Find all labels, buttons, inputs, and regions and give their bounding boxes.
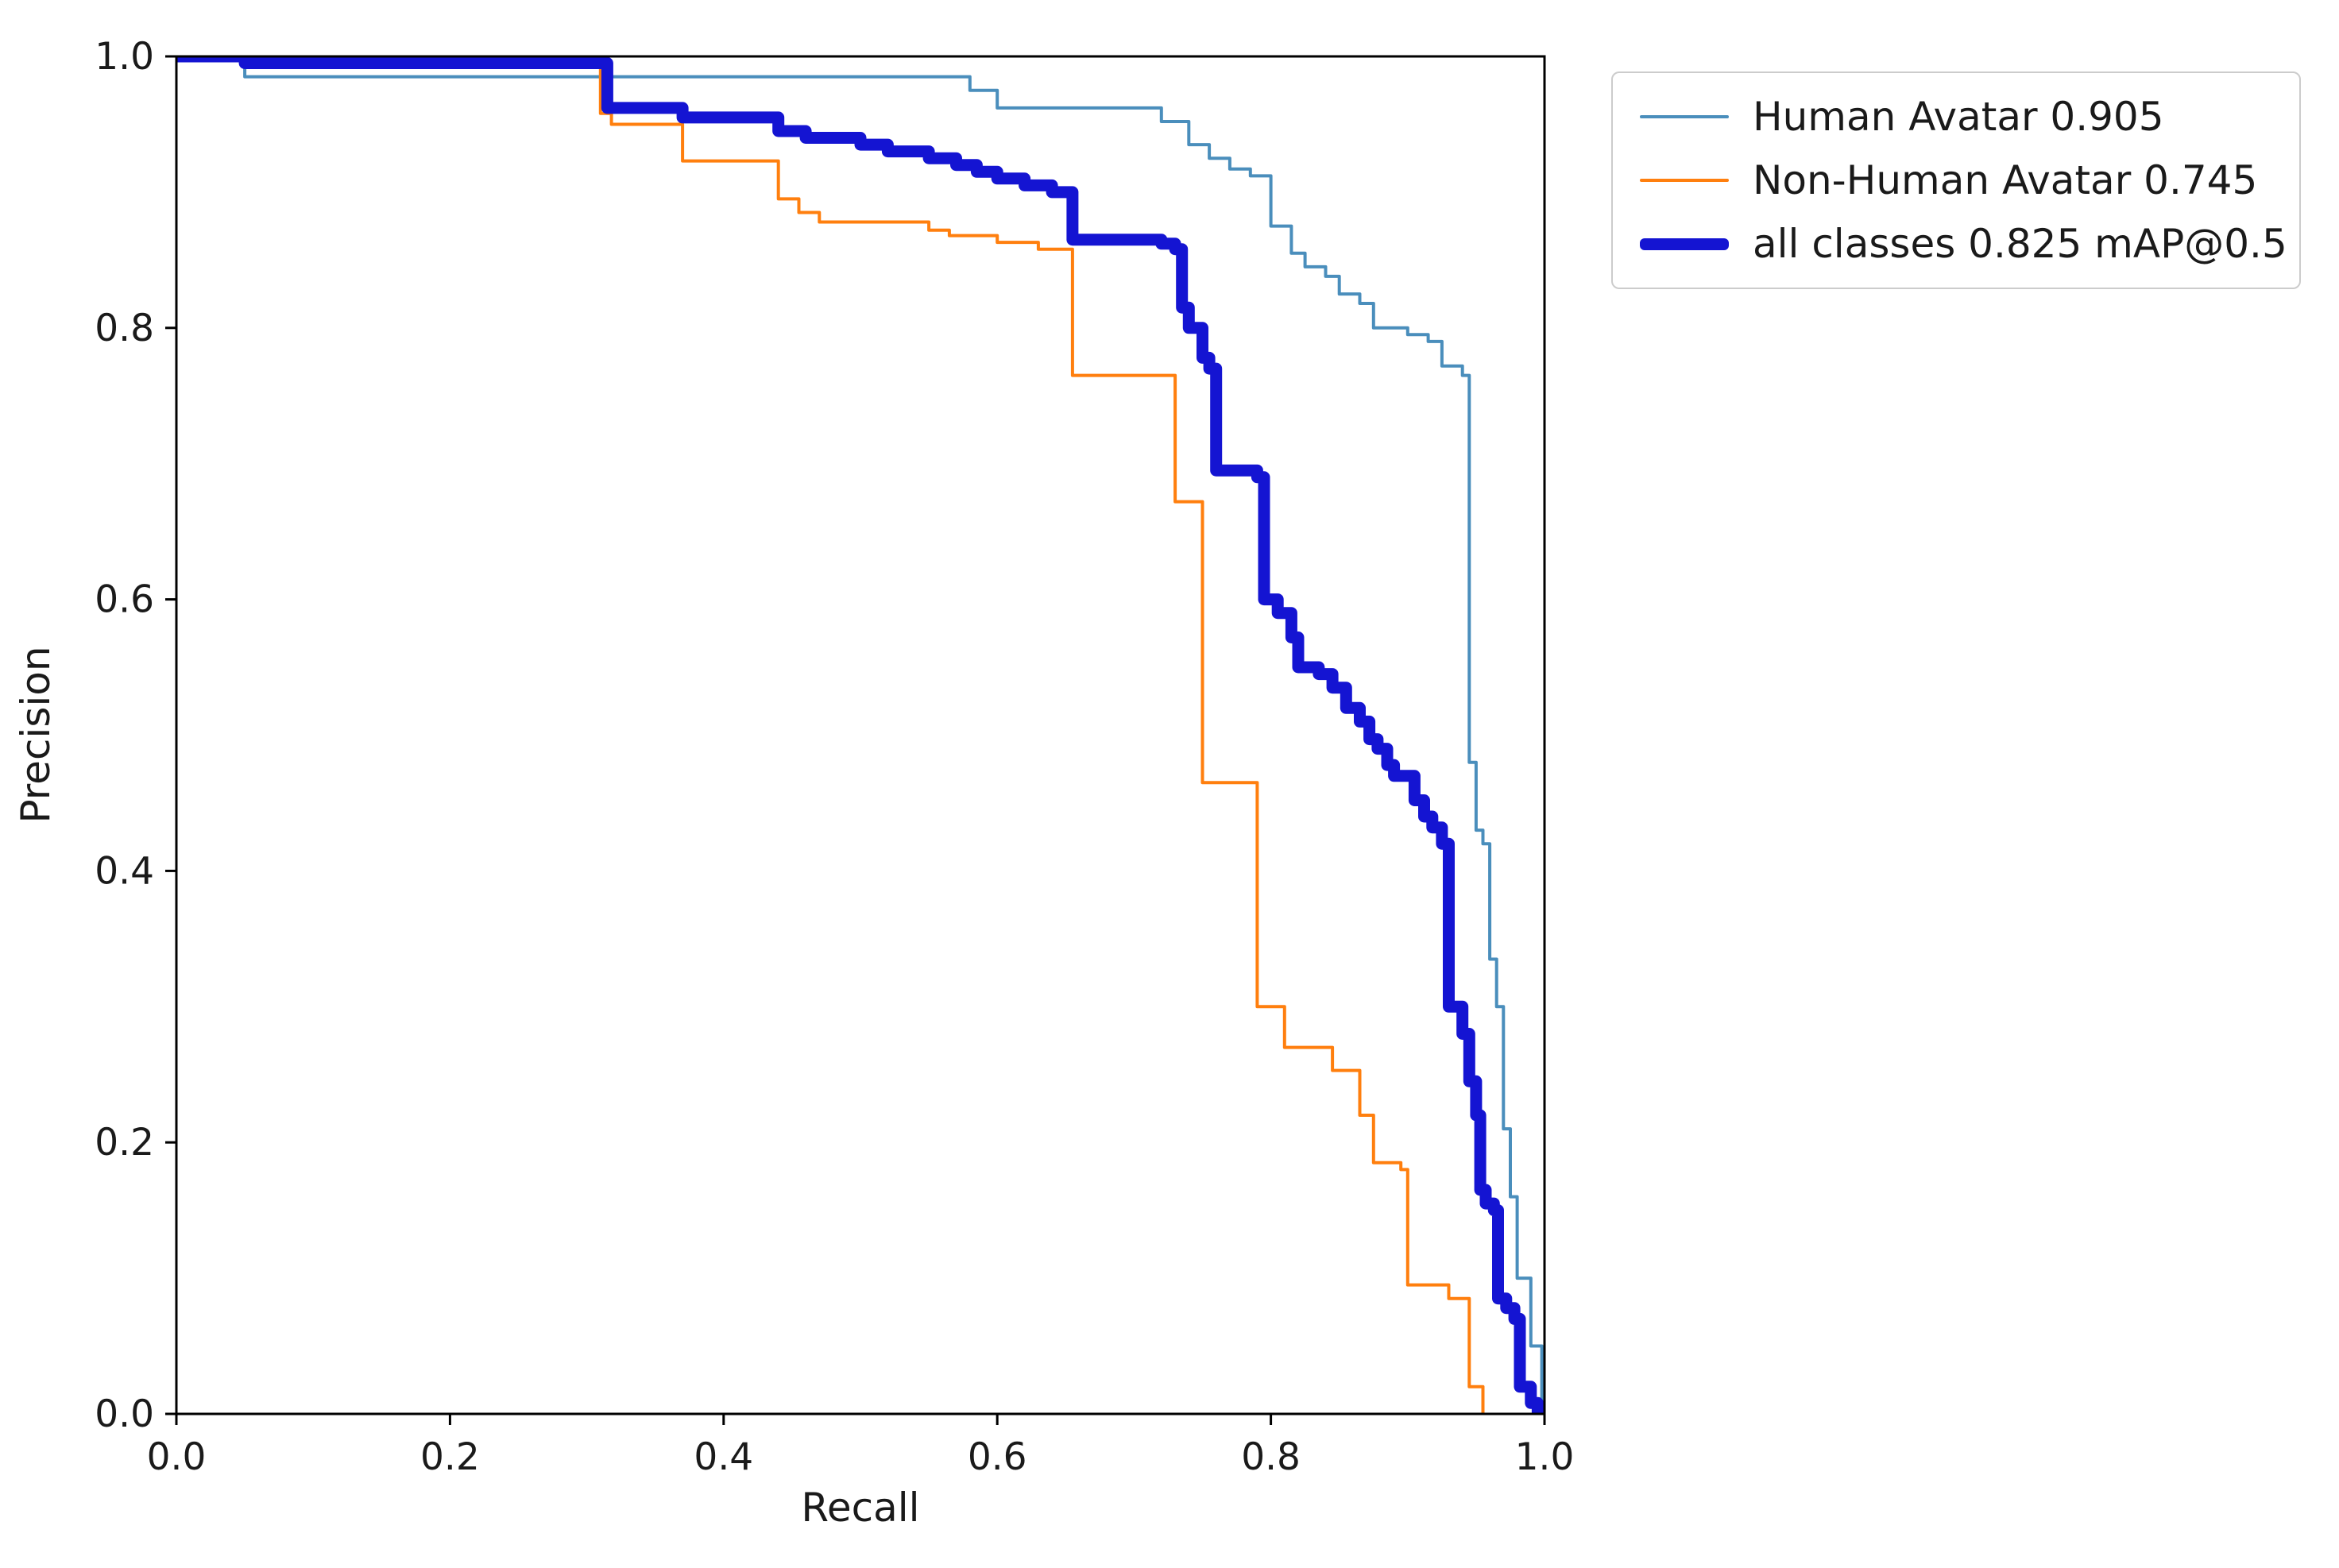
- x-tick-label: 0.4: [694, 1435, 753, 1479]
- x-axis-title: Recall: [801, 1485, 919, 1531]
- legend-item-non-human-avatar: Non-Human Avatar 0.745: [1640, 157, 2272, 203]
- y-tick-label: 0.6: [95, 578, 154, 622]
- y-tick-label: 0.8: [95, 307, 154, 350]
- all-classes-curve: [176, 56, 1544, 1414]
- y-tick-label: 1.0: [95, 35, 154, 79]
- human-avatar-curve: [176, 56, 1544, 1414]
- legend-label-human-avatar: Human Avatar 0.905: [1753, 94, 2164, 140]
- legend-item-human-avatar: Human Avatar 0.905: [1640, 94, 2272, 140]
- y-axis-title: Precision: [13, 646, 59, 823]
- legend-item-all-classes: all classes 0.825 mAP@0.5: [1640, 221, 2287, 267]
- human-avatar-line-sample: [1640, 115, 1729, 118]
- x-tick-label: 1.0: [1515, 1435, 1575, 1479]
- legend-label-all-classes: all classes 0.825 mAP@0.5: [1753, 221, 2287, 267]
- plot-area: [176, 56, 1545, 1414]
- x-tick-label: 0.0: [147, 1435, 207, 1479]
- axes-spines: [175, 55, 1546, 1415]
- y-tick-label: 0.2: [95, 1121, 154, 1164]
- y-tick-label: 0.4: [95, 849, 154, 893]
- x-tick-label: 0.8: [1241, 1435, 1301, 1479]
- all-classes-line-sample: [1640, 238, 1729, 250]
- y-tick-label: 0.0: [95, 1392, 154, 1436]
- legend-label-non-human-avatar: Non-Human Avatar 0.745: [1753, 157, 2258, 203]
- ticks-group: 0.0 0.2 0.4 0.6 0.8 1.0 0.0 0.2 0.4 0.6 0.8 1.0: [95, 35, 1574, 1479]
- non-human-avatar-curve: [176, 56, 1485, 1414]
- legend: Human Avatar 0.905 Non-Human Avatar 0.74…: [1611, 71, 2301, 289]
- non-human-avatar-line-sample: [1640, 179, 1729, 182]
- x-tick-label: 0.6: [968, 1435, 1027, 1479]
- x-tick-label: 0.2: [420, 1435, 480, 1479]
- curves-group: [176, 56, 1544, 1414]
